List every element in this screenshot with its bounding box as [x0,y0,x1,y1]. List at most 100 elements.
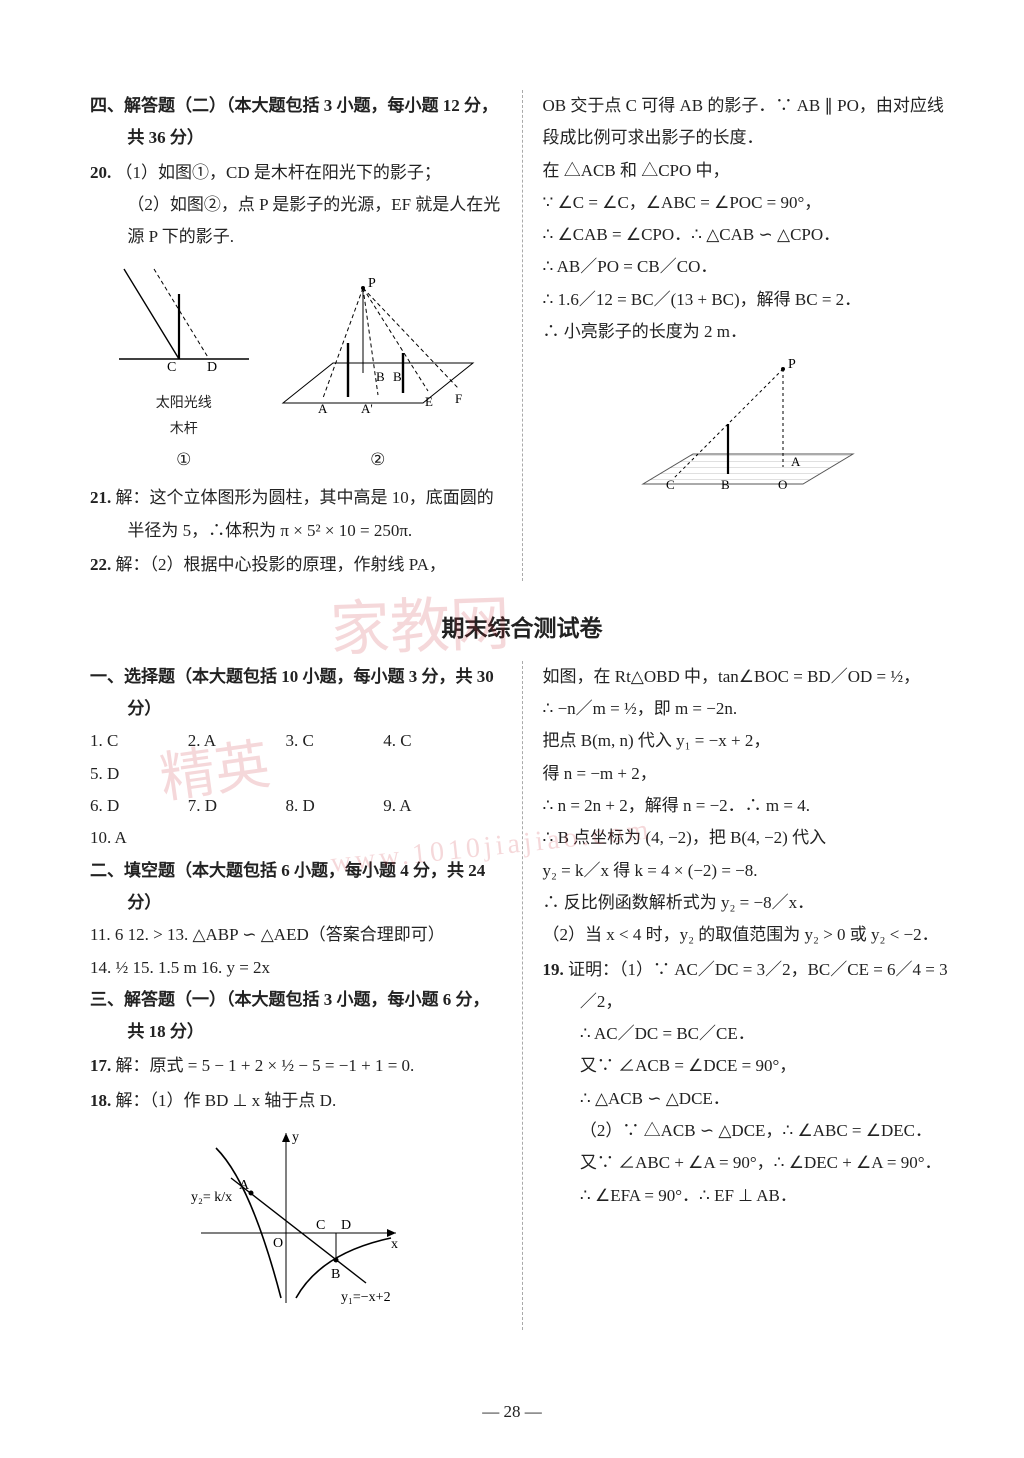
mc2: 2. A [188,725,282,757]
fig2-E: E [425,394,433,409]
fig1-caption: ① [109,444,259,476]
upper-right-col: OB 交于点 C 可得 AB 的影子．∵ AB ∥ PO，由对应线段成比例可求出… [543,90,955,581]
br-l2: ∴ −n／m = ½，即 m = −2n. [543,693,955,725]
q19-t1: 证明：（1）∵ AC／DC = 3／2，BC／CE = 6／4 = 3／2， [568,960,948,1011]
fig1-sun-label: 太阳光线 [109,391,259,418]
q19-l4: ∴ △ACB ∽ △DCE． [543,1083,955,1115]
q19-l3: 又∵ ∠ACB = ∠DCE = 90°， [543,1050,955,1082]
q18-C: C [316,1218,325,1233]
rfig-C: C [666,477,675,492]
fig2-F: F [455,391,462,406]
br-l3: 把点 B(m, n) 代入 y₁ = −x + 2， [543,725,955,757]
q18-A: A [239,1178,250,1193]
q21-text: 解：这个立体图形为圆柱，其中高是 10，底面圆的半径为 5，∴体积为 π × 5… [116,488,494,539]
mc-head: 一、选择题（本大题包括 10 小题，每小题 3 分，共 30 分） [90,661,502,726]
upper-columns: 四、解答题（二）（本大题包括 3 小题，每小题 12 分，共 36 分） 20.… [90,90,954,581]
q19-l7: ∴ ∠EFA = 90°．∴ EF ⊥ AB． [543,1180,955,1212]
mc-row-2: 6. D 7. D 8. D 9. A 10. A [90,790,502,855]
q18-y: y [292,1130,299,1145]
fig2-P: P [368,276,376,291]
q18-O: O [273,1236,283,1251]
r-l6: ∴ 1.6／12 = BC／(13 + BC)，解得 BC = 2． [543,284,955,316]
q20-line1: 20. （1）如图①，CD 是木杆在阳光下的影子； [90,157,502,189]
mc1: 1. C [90,725,184,757]
q18-num: 18. [90,1091,111,1110]
q18-text: 解：（1）作 BD ⊥ x 轴于点 D. [116,1091,337,1110]
fig1-D: D [207,360,217,375]
q19-num: 19. [543,960,564,979]
q17: 17. 解：原式 = 5 − 1 + 2 × ½ − 5 = −1 + 1 = … [90,1050,502,1082]
br-l5: ∴ n = 2n + 2，解得 n = −2．∴ m = 4. [543,790,955,822]
q21-num: 21. [90,488,111,507]
q18-D: D [341,1218,351,1233]
q20-line2: （2）如图②，点 P 是影子的光源，EF 就是人在光源 P 下的影子. [90,189,502,254]
q22: 22. 解：（2）根据中心投影的原理，作射线 PA， [90,549,502,581]
r-l2: 在 △ACB 和 △CPO 中， [543,155,955,187]
q18-eq2: y₁=−x+2 [341,1290,391,1305]
br-l4: 得 n = −m + 2， [543,758,955,790]
mc3: 3. C [286,725,380,757]
mc-row-1: 1. C 2. A 3. C 4. C 5. D [90,725,502,790]
r-l4: ∴ ∠CAB = ∠CPO．∴ △CAB ∽ △CPO． [543,219,955,251]
br-l7: y₂ = k／x 得 k = 4 × (−2) = −8. [543,855,955,887]
q18-fig-svg: y x O A B C D y₂= k/x y₁=−x+2 [181,1123,411,1313]
mc8: 8. D [286,790,380,822]
mc9: 9. A [383,790,477,822]
br-l8: ∴ 反比例函数解析式为 y₂ = −8／x． [543,887,955,919]
br-l6: ∴ B 点坐标为 (4, −2)，把 B(4, −2) 代入 [543,822,955,854]
q17-text: 解：原式 = 5 − 1 + 2 × ½ − 5 = −1 + 1 = 0. [116,1056,415,1075]
q22-text: 解：（2）根据中心投影的原理，作射线 PA， [116,555,446,574]
rfig-P: P [788,357,796,372]
r-l1: OB 交于点 C 可得 AB 的影子．∵ AB ∥ PO，由对应线段成比例可求出… [543,90,955,155]
q21: 21. 解：这个立体图形为圆柱，其中高是 10，底面圆的半径为 5，∴体积为 π… [90,482,502,547]
r-l3: ∵ ∠C = ∠C，∠ABC = ∠POC = 90°， [543,187,955,219]
mc4: 4. C [383,725,477,757]
upper-left-col: 四、解答题（二）（本大题包括 3 小题，每小题 12 分，共 36 分） 20.… [90,90,523,581]
q20-figure: C D 太阳光线 木杆 ① P [90,259,502,476]
mc10: 10. A [90,822,184,854]
lower-left-col: 一、选择题（本大题包括 10 小题，每小题 3 分，共 30 分） 1. C 2… [90,661,523,1330]
q19-l1: 19. 证明：（1）∵ AC／DC = 3／2，BC／CE = 6／4 = 3／… [543,954,955,1019]
fig2-caption: ② [273,444,483,476]
q20-fig2-wrap: P A A' B B' E F ② [273,273,483,477]
fig1-stick-label: 木杆 [109,417,259,444]
mc6: 6. D [90,790,184,822]
q20-fig1-wrap: C D 太阳光线 木杆 ① [109,259,259,476]
fig2-Ap: A' [361,401,373,416]
q17-num: 17. [90,1056,111,1075]
exam-title: 期末综合测试卷 [90,607,954,651]
mc7: 7. D [188,790,282,822]
q19-l5: （2）∵ △ACB ∽ △DCE，∴ ∠ABC = ∠DEC． [543,1115,955,1147]
fill-line1: 11. 6 12. > 13. △ABP ∽ △AED（答案合理即可） [90,919,502,951]
br-l1: 如图，在 Rt△OBD 中，tan∠BOC = BD／OD = ½， [543,661,955,693]
fig2-A: A [318,401,328,416]
rfig-A: A [791,454,801,469]
q20-num: 20. [90,163,111,182]
lower-right-col: 如图，在 Rt△OBD 中，tan∠BOC = BD／OD = ½， ∴ −n／… [543,661,955,1330]
page-number: — 28 — [0,1396,1024,1428]
br-l9: （2）当 x < 4 时，y₂ 的取值范围为 y₂ > 0 或 y₂ < −2． [543,919,955,951]
q19-l6: 又∵ ∠ABC + ∠A = 90°，∴ ∠DEC + ∠A = 90°． [543,1147,955,1179]
r-fig: P A B O C [543,354,955,505]
rfig-O: O [778,477,787,492]
q20-fig2-svg: P A A' B B' E F [273,273,483,433]
ans1-head: 三、解答题（一）（本大题包括 3 小题，每小题 6 分，共 18 分） [90,984,502,1049]
sec4-heading: 四、解答题（二）（本大题包括 3 小题，每小题 12 分，共 36 分） [90,90,502,155]
q19-l2: ∴ AC／DC = BC／CE． [543,1018,955,1050]
q18-B: B [331,1267,340,1282]
q18-fig: y x O A B C D y₂= k/x y₁=−x+2 [90,1123,502,1324]
r-fig-svg: P A B O C [633,354,863,494]
q20-fig1-svg: C D [109,259,259,379]
fill-line2: 14. ½ 15. 1.5 m 16. y = 2x [90,952,502,984]
fig1-C: C [167,360,176,375]
q18: 18. 解：（1）作 BD ⊥ x 轴于点 D. [90,1085,502,1117]
fill-head: 二、填空题（本大题包括 6 小题，每小题 4 分，共 24 分） [90,855,502,920]
q20-text1: （1）如图①，CD 是木杆在阳光下的影子； [116,163,441,182]
rfig-B: B [721,477,730,492]
mc5: 5. D [90,758,184,790]
fig2-B: B [376,369,385,384]
q22-num: 22. [90,555,111,574]
q18-x: x [391,1237,398,1252]
lower-columns: 一、选择题（本大题包括 10 小题，每小题 3 分，共 30 分） 1. C 2… [90,661,954,1330]
q18-eq1: y₂= k/x [191,1190,232,1205]
